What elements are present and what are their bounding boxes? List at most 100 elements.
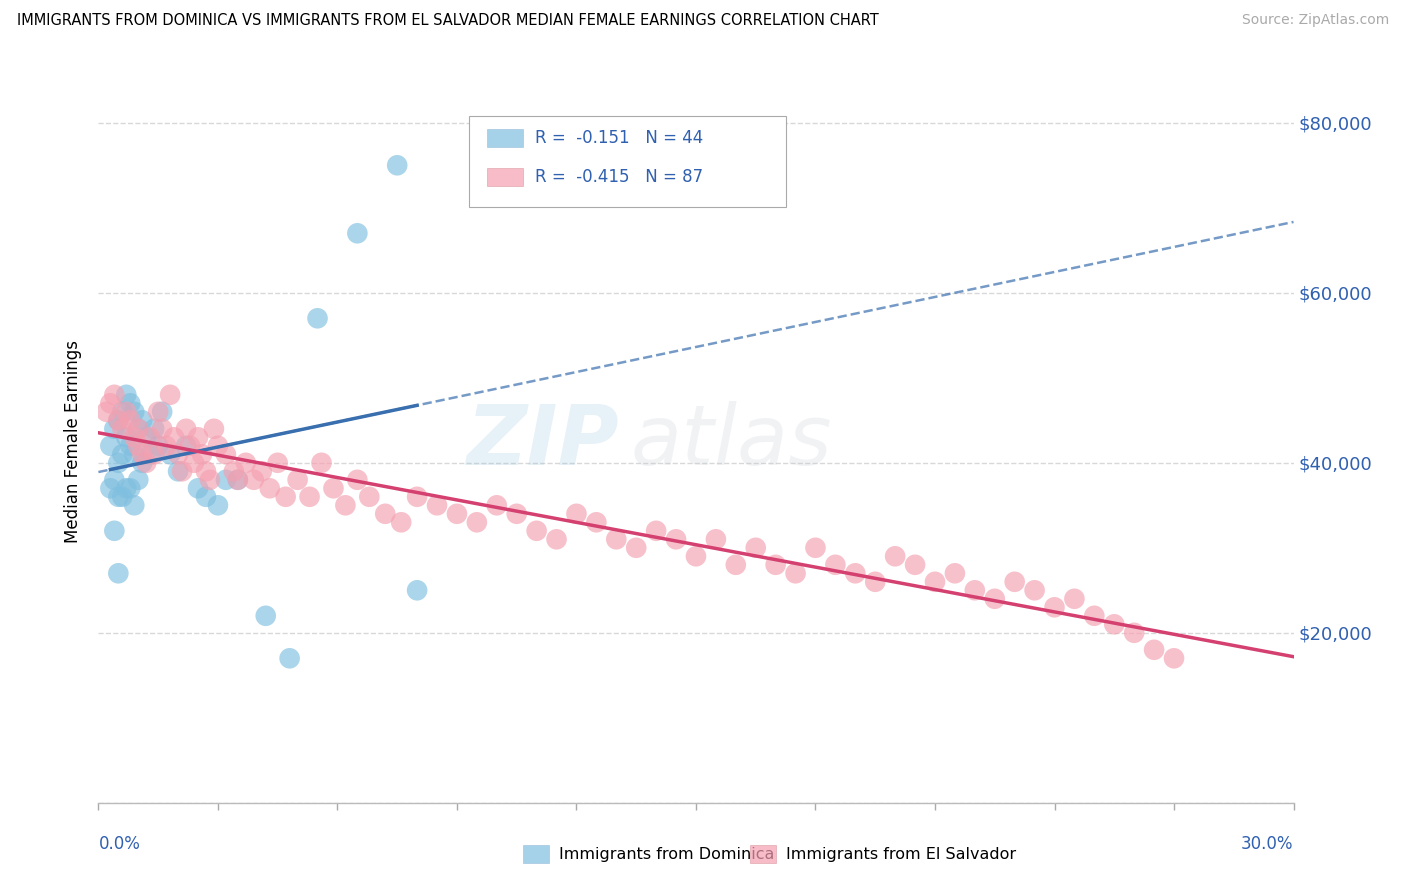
Point [267, 456, 290, 470]
Point [124, 405, 146, 419]
Point [98, 481, 122, 495]
Point [526, 524, 548, 538]
Point [103, 422, 125, 436]
Point [98, 396, 122, 410]
Point [187, 481, 209, 495]
Point [254, 608, 277, 623]
Point [107, 566, 129, 581]
Point [665, 533, 688, 547]
Point [191, 447, 214, 461]
Point [139, 430, 162, 444]
Point [585, 516, 607, 530]
Point [824, 558, 846, 572]
Point [127, 439, 149, 453]
Point [1024, 583, 1046, 598]
Point [120, 413, 142, 427]
Point [163, 430, 186, 444]
Text: R =  -0.151   N = 44: R = -0.151 N = 44 [534, 129, 703, 147]
Text: 0.0%: 0.0% [98, 835, 141, 854]
Point [174, 439, 197, 453]
Point [724, 558, 747, 572]
Point [107, 490, 129, 504]
Point [565, 507, 588, 521]
Text: Immigrants from El Salvador: Immigrants from El Salvador [786, 847, 1015, 862]
Text: IMMIGRANTS FROM DOMINICA VS IMMIGRANTS FROM EL SALVADOR MEDIAN FEMALE EARNINGS C: IMMIGRANTS FROM DOMINICA VS IMMIGRANTS F… [17, 13, 879, 29]
Point [107, 456, 129, 470]
Point [307, 311, 329, 326]
Point [884, 549, 907, 564]
Point [865, 574, 887, 589]
Point [150, 422, 173, 436]
Point [195, 464, 218, 478]
Point [546, 533, 568, 547]
Point [103, 473, 125, 487]
Point [346, 227, 368, 241]
Point [904, 558, 927, 572]
Point [120, 481, 142, 495]
Point [259, 481, 281, 495]
Point [1063, 591, 1085, 606]
Point [374, 507, 396, 521]
Point [222, 464, 245, 478]
Point [120, 439, 142, 453]
Point [111, 422, 134, 436]
Point [159, 388, 181, 402]
Point [924, 574, 946, 589]
Point [124, 430, 146, 444]
Point [143, 422, 166, 436]
Point [202, 422, 225, 436]
Point [406, 490, 429, 504]
Point [174, 422, 197, 436]
Point [984, 591, 1007, 606]
Point [243, 473, 266, 487]
Point [385, 158, 409, 172]
Point [124, 447, 146, 461]
Point [198, 473, 221, 487]
Point [506, 507, 529, 521]
Point [485, 498, 508, 512]
Point [1083, 608, 1105, 623]
Point [183, 456, 205, 470]
Point [155, 439, 177, 453]
Point [167, 447, 190, 461]
Point [274, 490, 297, 504]
Point [215, 473, 238, 487]
Point [1123, 625, 1146, 640]
Point [446, 507, 468, 521]
Point [187, 430, 209, 444]
Point [963, 583, 986, 598]
Point [131, 413, 153, 427]
Point [426, 498, 449, 512]
Point [389, 516, 412, 530]
Point [107, 413, 129, 427]
Point [287, 473, 309, 487]
Bar [486, 169, 523, 186]
Point [115, 481, 138, 495]
Text: ZIP: ZIP [465, 401, 619, 482]
Point [1163, 651, 1185, 665]
Point [785, 566, 807, 581]
Point [1043, 600, 1066, 615]
Point [765, 558, 787, 572]
Point [226, 473, 249, 487]
Point [111, 405, 134, 419]
Point [115, 430, 138, 444]
Point [127, 473, 149, 487]
Point [148, 405, 170, 419]
Point [626, 541, 648, 555]
Point [131, 456, 153, 470]
Point [605, 533, 627, 547]
Point [179, 439, 201, 453]
Point [124, 498, 146, 512]
Point [346, 473, 368, 487]
Text: Source: ZipAtlas.com: Source: ZipAtlas.com [1241, 13, 1389, 28]
Point [135, 456, 157, 470]
Point [645, 524, 668, 538]
Point [207, 439, 229, 453]
Point [111, 447, 134, 461]
Point [298, 490, 321, 504]
Point [107, 413, 129, 427]
Point [150, 405, 173, 419]
Point [159, 447, 181, 461]
Point [98, 439, 122, 453]
